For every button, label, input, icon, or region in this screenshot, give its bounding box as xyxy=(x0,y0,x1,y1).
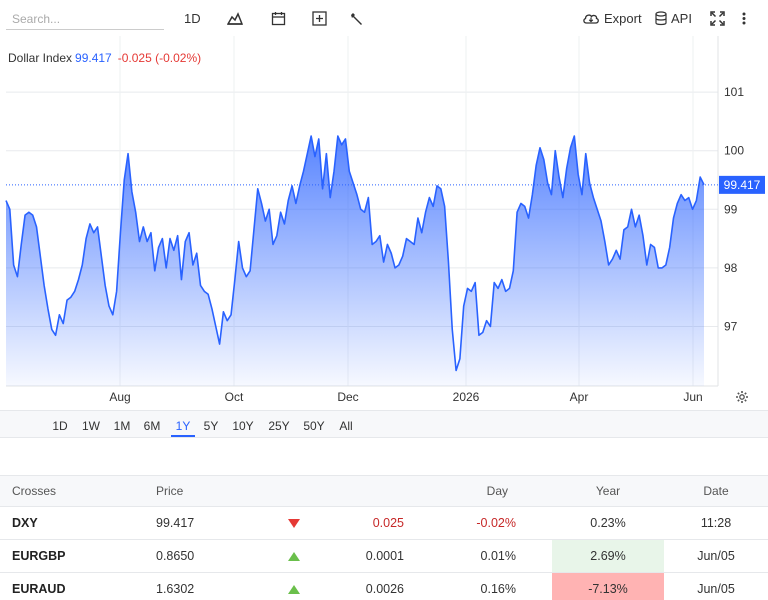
row-year: 0.23% xyxy=(590,516,626,530)
row-price: 1.6302 xyxy=(156,582,195,596)
crosses-table: Crosses Price Day Year Date DXY 99.417 0… xyxy=(0,475,768,600)
range-1w[interactable]: 1W xyxy=(82,419,100,433)
range-50y[interactable]: 50Y xyxy=(303,419,325,433)
arrow-up-icon xyxy=(286,540,302,572)
row-price: 99.417 xyxy=(156,516,195,530)
export-button[interactable]: Export xyxy=(582,8,642,28)
search-input[interactable] xyxy=(6,8,164,30)
range-1y[interactable]: 1Y xyxy=(171,419,195,437)
y-tick-label: 99 xyxy=(724,202,738,216)
row-name[interactable]: EURGBP xyxy=(12,549,66,563)
price-chart[interactable]: 97 98 99 100 101 Aug Oct Dec 2026 Apr Jun 99.417 Do… xyxy=(0,36,768,408)
price-change: -0.025 (-0.02%) xyxy=(117,51,202,65)
export-label: Export xyxy=(604,10,642,26)
row-change: 0.0001 xyxy=(365,549,404,563)
range-5y[interactable]: 5Y xyxy=(203,419,219,433)
range-1m[interactable]: 1M xyxy=(113,419,131,433)
last-price: 99.417 xyxy=(75,51,112,65)
last-price-tag xyxy=(719,175,765,194)
range-6m[interactable]: 6M xyxy=(143,419,161,433)
x-tick-label: 2026 xyxy=(453,390,480,404)
more-button[interactable] xyxy=(741,8,747,28)
cloud-download-icon xyxy=(583,14,599,24)
instrument-name: Dollar Index xyxy=(8,51,73,65)
x-tick-label: Dec xyxy=(337,390,358,404)
table-row-dxy[interactable]: DXY 99.417 0.025 -0.02% 0.23% 11:28 xyxy=(0,507,768,540)
row-name[interactable]: DXY xyxy=(12,516,38,530)
x-tick-label: Oct xyxy=(225,390,244,404)
fullscreen-button[interactable] xyxy=(710,8,725,28)
toolbar: 1D Export API xyxy=(0,0,768,36)
row-name[interactable]: EURAUD xyxy=(12,582,66,596)
add-indicator-button[interactable] xyxy=(312,8,327,28)
fullscreen-icon xyxy=(710,10,725,26)
more-vertical-icon xyxy=(742,12,746,24)
row-pct: 0.01% xyxy=(480,549,516,563)
calendar-icon xyxy=(271,11,286,25)
wrench-icon xyxy=(351,12,362,25)
row-date: 11:28 xyxy=(700,516,732,530)
x-tick-label: Jun xyxy=(683,390,702,404)
price-area-fill xyxy=(6,136,704,386)
x-tick-label: Aug xyxy=(109,390,130,404)
row-change: 0.0026 xyxy=(365,582,404,596)
row-pct: -0.02% xyxy=(476,516,516,530)
api-button[interactable]: API xyxy=(655,8,692,28)
interval-button[interactable]: 1D xyxy=(184,8,201,28)
row-date: Jun/05 xyxy=(697,549,735,563)
y-tick-label: 97 xyxy=(724,320,738,334)
table-header: Crosses Price Day Year Date xyxy=(0,475,768,507)
range-selector: 1D 1W 1M 6M 1Y 5Y 10Y 25Y 50Y All xyxy=(0,410,768,438)
add-indicator-icon xyxy=(312,10,327,26)
row-pct: 0.16% xyxy=(480,582,516,596)
range-10y[interactable]: 10Y xyxy=(232,419,254,433)
row-year: 2.69% xyxy=(552,540,664,572)
header-year: Year xyxy=(595,484,621,498)
database-icon xyxy=(655,10,667,25)
y-tick-label: 98 xyxy=(724,261,738,275)
price-line[interactable] xyxy=(5,135,705,372)
chart-title: Dollar Index 99.417 -0.025 (-0.02%) xyxy=(8,51,201,65)
header-price: Price xyxy=(156,484,184,498)
y-tick-label: 101 xyxy=(724,85,744,99)
price-chart-svg[interactable]: 97 98 99 100 101 Aug Oct Dec 2026 Apr Jun 99.417 xyxy=(0,36,768,408)
chart-type-button[interactable] xyxy=(227,8,243,28)
header-day: Day xyxy=(486,484,508,498)
row-price: 0.8650 xyxy=(156,549,195,563)
table-row-eurgbp[interactable]: EURGBP 0.8650 0.0001 0.01% 2.69% Jun/05 xyxy=(0,540,768,573)
tools-button[interactable] xyxy=(349,8,364,28)
calendar-button[interactable] xyxy=(271,8,286,28)
chart-type-icon xyxy=(227,12,243,25)
row-year: -7.13% xyxy=(552,573,664,600)
arrow-down-icon xyxy=(286,507,302,539)
last-price-tag-label: 99.417 xyxy=(724,178,761,192)
range-all[interactable]: All xyxy=(339,419,353,433)
row-change: 0.025 xyxy=(372,516,404,530)
settings-gear-icon[interactable] xyxy=(735,390,749,404)
header-date: Date xyxy=(703,484,729,498)
arrow-up-icon xyxy=(286,573,302,600)
row-date: Jun/05 xyxy=(697,582,735,596)
table-row-euraud[interactable]: EURAUD 1.6302 0.0026 0.16% -7.13% Jun/05 xyxy=(0,573,768,600)
x-tick-label: Apr xyxy=(570,390,589,404)
interval-label: 1D xyxy=(184,10,201,26)
range-25y[interactable]: 25Y xyxy=(268,419,290,433)
api-label: API xyxy=(671,10,692,26)
header-crosses: Crosses xyxy=(12,484,57,498)
y-tick-label: 100 xyxy=(724,144,744,158)
range-1d[interactable]: 1D xyxy=(52,419,68,433)
